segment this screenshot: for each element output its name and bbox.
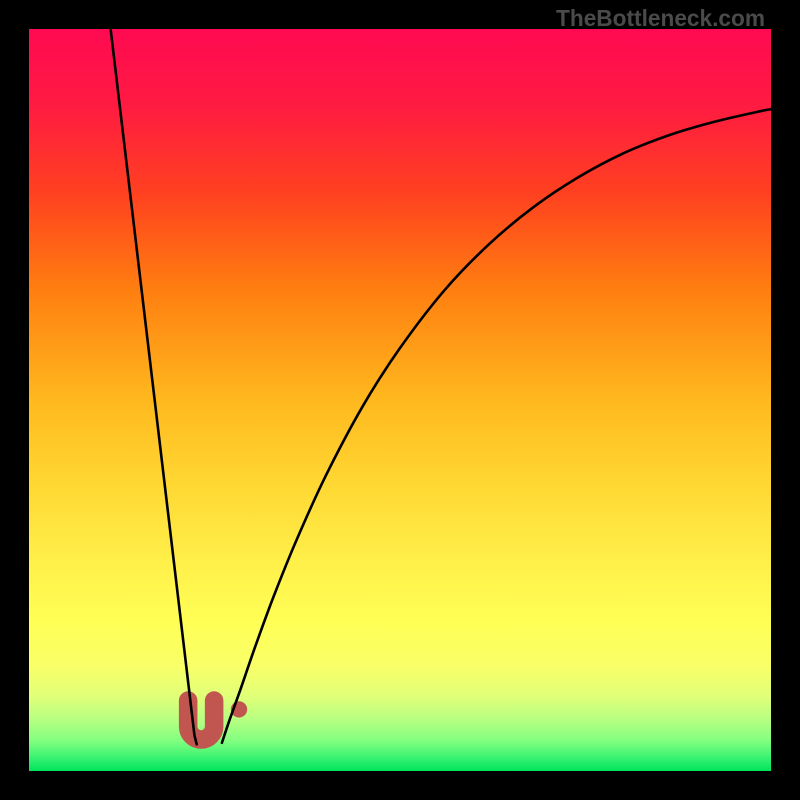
u-accent	[188, 701, 247, 740]
left-curve	[111, 29, 197, 744]
curves-layer	[29, 29, 771, 771]
plot-area	[29, 29, 771, 771]
right-curve	[222, 109, 771, 743]
bottleneck-curves	[111, 29, 771, 744]
watermark-text: TheBottleneck.com	[556, 5, 765, 32]
